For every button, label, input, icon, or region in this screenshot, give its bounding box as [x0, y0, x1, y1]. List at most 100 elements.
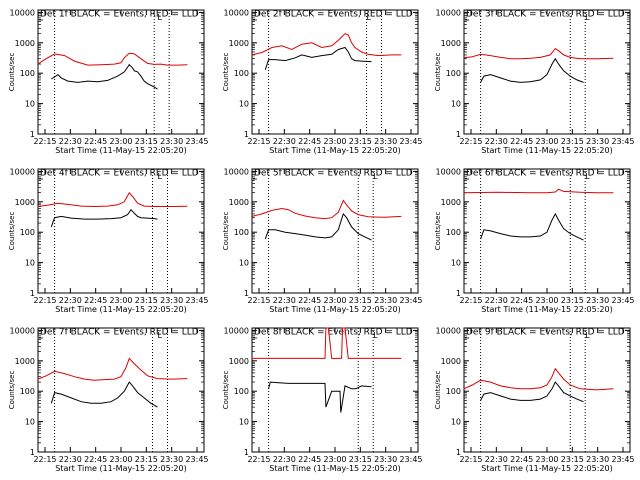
x-tick-label: 23:15 — [349, 455, 372, 464]
corner-marker: L — [158, 172, 163, 181]
x-tick-label: 23:15 — [561, 455, 584, 464]
x-tick-label: 23:30 — [586, 137, 609, 146]
x-tick-label: 22:30 — [485, 455, 508, 464]
x-axis-label: Start Time (11-May-15 22:05:20) — [269, 464, 400, 473]
x-tick-label: 23:15 — [561, 296, 584, 305]
chart-title: Det 2f BLACK = Events, RED = LLD — [254, 10, 413, 20]
series-events-line — [264, 212, 372, 241]
series-events-line — [50, 381, 158, 408]
x-tick-label: 22:15 — [459, 296, 482, 305]
corner-marker: L — [373, 172, 378, 181]
y-tick-label: 100 — [234, 228, 249, 237]
y-tick-label: 10000 — [10, 326, 35, 335]
y-axis-label: Counts/sec — [434, 53, 442, 92]
y-tick-label: 1000 — [441, 357, 461, 366]
series-events-line — [268, 381, 372, 413]
x-tick-label: 23:30 — [374, 296, 397, 305]
x-tick-label: 22:15 — [33, 137, 56, 146]
chart-title: Det 5f BLACK = Events, RED = LLD — [254, 169, 413, 179]
series-lld-line — [251, 199, 402, 220]
y-tick-label: 10000 — [436, 8, 461, 17]
y-tick-label: 1000 — [229, 198, 249, 207]
x-tick-label: 23:00 — [535, 137, 558, 146]
y-tick-label: 1 — [244, 289, 249, 298]
y-tick-label: 10 — [451, 259, 461, 268]
x-tick-label: 22:15 — [459, 137, 482, 146]
x-tick-label: 22:45 — [84, 455, 107, 464]
x-tick-label: 22:45 — [510, 296, 533, 305]
x-tick-label: 22:15 — [33, 296, 56, 305]
plot-frame — [463, 327, 631, 453]
corner-marker: L — [373, 331, 378, 340]
x-axis-label: Start Time (11-May-15 22:05:20) — [481, 305, 612, 314]
x-tick-label: 22:15 — [459, 455, 482, 464]
y-tick-label: 10 — [239, 259, 249, 268]
x-tick-label: 22:45 — [510, 137, 533, 146]
plot-frame — [37, 168, 205, 294]
y-tick-label: 1 — [244, 130, 249, 139]
x-tick-label: 23:45 — [611, 455, 634, 464]
series-lld-line — [37, 357, 188, 381]
plot-frame — [251, 9, 419, 135]
series-lld-line — [37, 52, 188, 66]
x-axis-label: Start Time (11-May-15 22:05:20) — [55, 146, 186, 155]
series-events-line — [50, 208, 158, 228]
series-lld-line — [463, 188, 614, 194]
y-tick-label: 1 — [456, 130, 461, 139]
chart-title: Det 4f BLACK = Events, RED = LLD — [40, 169, 199, 179]
x-tick-label: 23:00 — [109, 455, 132, 464]
corner-marker: L — [585, 13, 590, 22]
corner-marker: L — [158, 13, 163, 22]
x-tick-label: 22:15 — [247, 296, 270, 305]
y-tick-label: 10 — [25, 259, 35, 268]
y-tick-label: 1 — [456, 448, 461, 457]
x-tick-label: 22:45 — [298, 137, 321, 146]
y-tick-label: 10000 — [224, 167, 249, 176]
series-events-line — [264, 46, 372, 70]
x-tick-label: 23:00 — [109, 296, 132, 305]
x-tick-label: 22:15 — [33, 455, 56, 464]
x-tick-label: 23:15 — [561, 137, 584, 146]
x-tick-label: 23:45 — [611, 296, 634, 305]
x-tick-label: 22:45 — [510, 455, 533, 464]
chart-title: Det 7f BLACK = Events, RED = LLD — [40, 328, 199, 338]
x-tick-label: 22:45 — [298, 296, 321, 305]
y-tick-label: 1000 — [229, 39, 249, 48]
x-axis-label: Start Time (11-May-15 22:05:20) — [269, 146, 400, 155]
plot-frame — [463, 9, 631, 135]
x-tick-label: 22:45 — [84, 137, 107, 146]
y-tick-label: 10 — [239, 418, 249, 427]
y-tick-label: 10000 — [436, 167, 461, 176]
y-tick-label: 1000 — [441, 198, 461, 207]
y-tick-label: 100 — [446, 69, 461, 78]
y-tick-label: 10 — [239, 100, 249, 109]
plot-frame — [37, 9, 205, 135]
x-tick-label: 23:45 — [185, 296, 208, 305]
series-events-line — [480, 57, 584, 83]
y-tick-label: 100 — [20, 387, 35, 396]
x-tick-label: 22:30 — [273, 137, 296, 146]
x-tick-label: 22:30 — [273, 296, 296, 305]
x-tick-label: 23:45 — [185, 137, 208, 146]
x-tick-label: 22:30 — [485, 137, 508, 146]
y-tick-label: 100 — [446, 228, 461, 237]
y-axis-label: Counts/sec — [434, 212, 442, 251]
y-tick-label: 100 — [20, 69, 35, 78]
y-tick-label: 10 — [25, 418, 35, 427]
x-tick-label: 22:30 — [485, 296, 508, 305]
x-axis-label: Start Time (11-May-15 22:05:20) — [55, 305, 186, 314]
x-tick-label: 23:15 — [135, 455, 158, 464]
y-tick-label: 1 — [30, 289, 35, 298]
y-tick-label: 10000 — [224, 326, 249, 335]
corner-marker: L — [585, 172, 590, 181]
x-tick-label: 22:15 — [247, 455, 270, 464]
x-tick-label: 22:15 — [247, 137, 270, 146]
y-tick-label: 10000 — [10, 167, 35, 176]
x-tick-label: 23:15 — [349, 296, 372, 305]
x-tick-label: 23:30 — [160, 137, 183, 146]
corner-marker: L — [585, 331, 590, 340]
